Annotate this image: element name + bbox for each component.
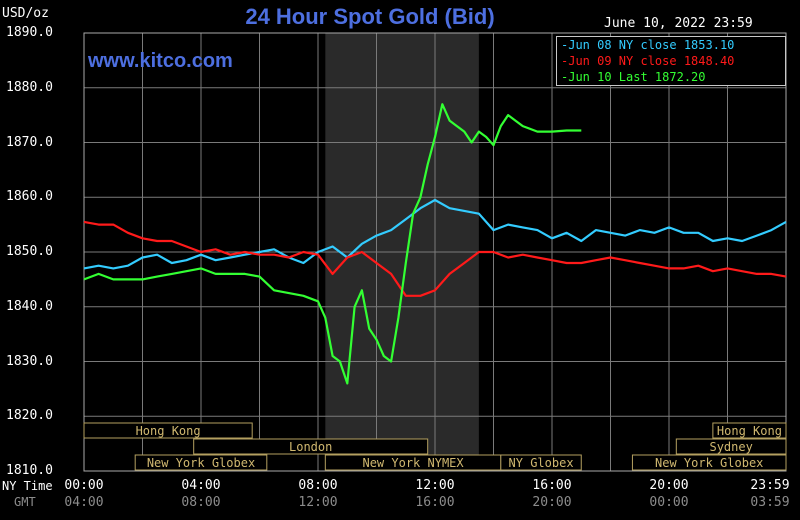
session-label: NY Globex — [509, 456, 574, 470]
y-tick-label: 1870.0 — [6, 134, 53, 150]
legend-entry-jun08: -Jun 08 NY close 1853.10 — [557, 37, 785, 53]
legend-swatch: - — [561, 70, 569, 84]
session-band — [193, 438, 429, 455]
chart-title: 24 Hour Spot Gold (Bid) — [245, 4, 495, 29]
series-line-2 — [83, 103, 582, 385]
x-tick-label-ny: 20:00 — [649, 478, 689, 493]
series-line-0 — [83, 198, 787, 270]
series-line-1 — [83, 220, 787, 297]
ny-time-label: NY Time — [2, 479, 53, 493]
plot-frame — [83, 32, 787, 472]
session-label: New York Globex — [147, 456, 255, 470]
legend-label: Jun 09 NY close 1848.40 — [568, 54, 735, 68]
x-tick-label-gmt: 16:00 — [415, 495, 455, 510]
x-tick-label-ny: 08:00 — [298, 478, 338, 493]
legend-entry-jun10: -Jun 10 Last 1872.20 — [557, 69, 785, 85]
session-band — [712, 422, 787, 439]
y-tick-label: 1820.0 — [6, 408, 53, 424]
y-tick-label: 1810.0 — [6, 463, 53, 478]
x-tick-label-gmt: 03:59 — [750, 495, 790, 510]
x-tick-label-gmt: 00:00 — [649, 495, 689, 510]
x-tick-label-ny: 12:00 — [415, 478, 455, 493]
chart-datestamp: June 10, 2022 23:59 — [604, 16, 753, 31]
x-tick-label-gmt: 20:00 — [532, 495, 572, 510]
x-tick-label-ny: 16:00 — [532, 478, 572, 493]
legend-swatch: - — [561, 38, 569, 52]
session-label: Hong Kong — [717, 424, 782, 438]
chart-legend: -Jun 08 NY close 1853.10 -Jun 09 NY clos… — [556, 36, 786, 86]
x-tick-label-gmt: 04:00 — [64, 495, 104, 510]
session-label: Hong Kong — [136, 424, 201, 438]
x-tick-label-gmt: 12:00 — [298, 495, 338, 510]
y-tick-label: 1860.0 — [6, 189, 53, 205]
legend-label: Jun 08 NY close 1853.10 — [568, 38, 735, 52]
y-tick-label: 1850.0 — [6, 244, 53, 259]
session-label: Sydney — [709, 440, 752, 454]
legend-label: Jun 10 Last 1872.20 — [568, 70, 706, 84]
y-axis-unit: USD/oz — [2, 6, 49, 21]
session-band — [134, 454, 268, 471]
legend-entry-jun09: -Jun 09 NY close 1848.40 — [557, 53, 785, 69]
session-band — [500, 454, 582, 471]
x-tick-label-gmt: 08:00 — [181, 495, 221, 510]
gmt-label: GMT — [14, 495, 36, 509]
session-band — [675, 438, 787, 455]
brand-watermark[interactable]: www.kitco.com — [88, 50, 233, 72]
session-label: New York Globex — [655, 456, 763, 470]
session-label: New York NYMEX — [362, 456, 464, 470]
y-tick-label: 1840.0 — [6, 298, 53, 314]
x-tick-label-ny: 00:00 — [64, 478, 104, 493]
y-tick-label: 1830.0 — [6, 353, 53, 369]
session-band — [83, 422, 253, 439]
y-tick-label: 1880.0 — [6, 79, 53, 95]
session-band — [631, 454, 787, 471]
price-series — [83, 103, 787, 385]
session-bands: Hong Kong Hong Kong London Sydney New York G… — [83, 422, 787, 471]
session-label: London — [289, 440, 332, 454]
y-tick-label: 1890.0 — [6, 25, 53, 40]
legend-swatch: - — [561, 54, 569, 68]
x-tick-label-ny: 23:59 — [750, 478, 790, 493]
x-tick-label-ny: 04:00 — [181, 478, 221, 493]
